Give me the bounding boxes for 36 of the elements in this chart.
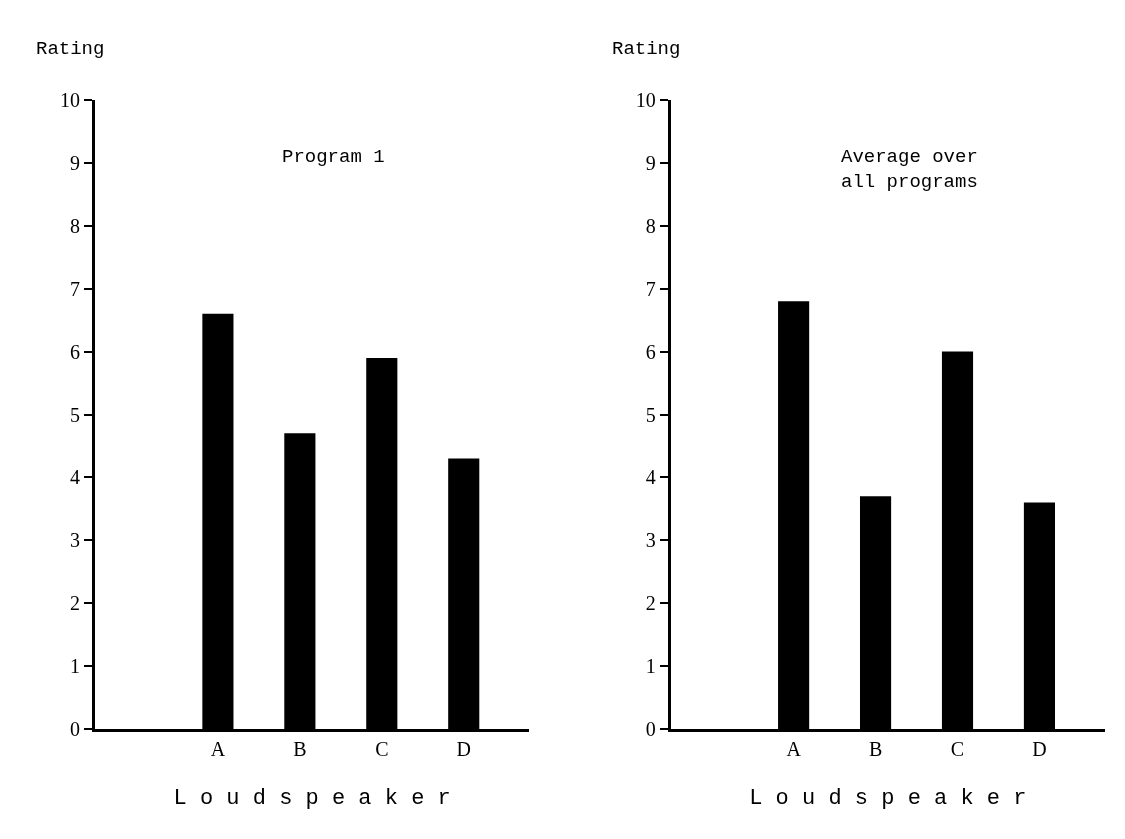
- y-tick-label: 1: [70, 655, 80, 678]
- y-tick-label: 2: [70, 592, 80, 615]
- y-tick-label: 3: [70, 529, 80, 552]
- y-tick-label: 10: [60, 89, 80, 111]
- text: Average over all programs: [841, 146, 978, 193]
- x-tick-label: C: [950, 738, 965, 760]
- x-axis-title: L o u d s p e a k e r: [173, 785, 451, 811]
- y-axis-title: Rating: [36, 38, 105, 60]
- x-tick-label: A: [210, 738, 226, 760]
- y-tick-label: 9: [70, 151, 80, 174]
- text: Program 1: [282, 146, 385, 168]
- y-tick-label: 0: [70, 718, 80, 740]
- x-axis-title: L o u d s p e a k e r: [749, 785, 1027, 811]
- x-tick-label: B: [293, 738, 307, 760]
- y-tick-label: 4: [70, 466, 80, 489]
- x-tick-label: B: [868, 738, 883, 760]
- y-tick-label: 8: [645, 214, 656, 237]
- y-tick-label: 6: [645, 340, 656, 363]
- y-tick-label: 9: [645, 151, 656, 174]
- y-tick-label: 3: [645, 529, 656, 552]
- y-tick-label: 5: [645, 403, 656, 426]
- y-tick-label: 1: [645, 655, 656, 678]
- y-tick-label: 8: [70, 214, 80, 237]
- y-tick-label: 7: [70, 277, 80, 300]
- y-tick-label: 2: [645, 592, 656, 615]
- y-tick-label: 7: [645, 277, 656, 300]
- y-tick-label: 0: [645, 718, 656, 740]
- y-tick-label: 6: [70, 340, 80, 363]
- y-axis-title: Rating: [612, 38, 681, 60]
- x-tick-label: A: [786, 738, 802, 760]
- y-tick-label: 10: [635, 89, 656, 111]
- y-tick-label: 5: [70, 403, 80, 426]
- x-tick-label: D: [1032, 738, 1047, 760]
- x-tick-label: D: [456, 738, 471, 760]
- x-tick-label: C: [375, 738, 389, 760]
- y-tick-label: 4: [645, 466, 656, 489]
